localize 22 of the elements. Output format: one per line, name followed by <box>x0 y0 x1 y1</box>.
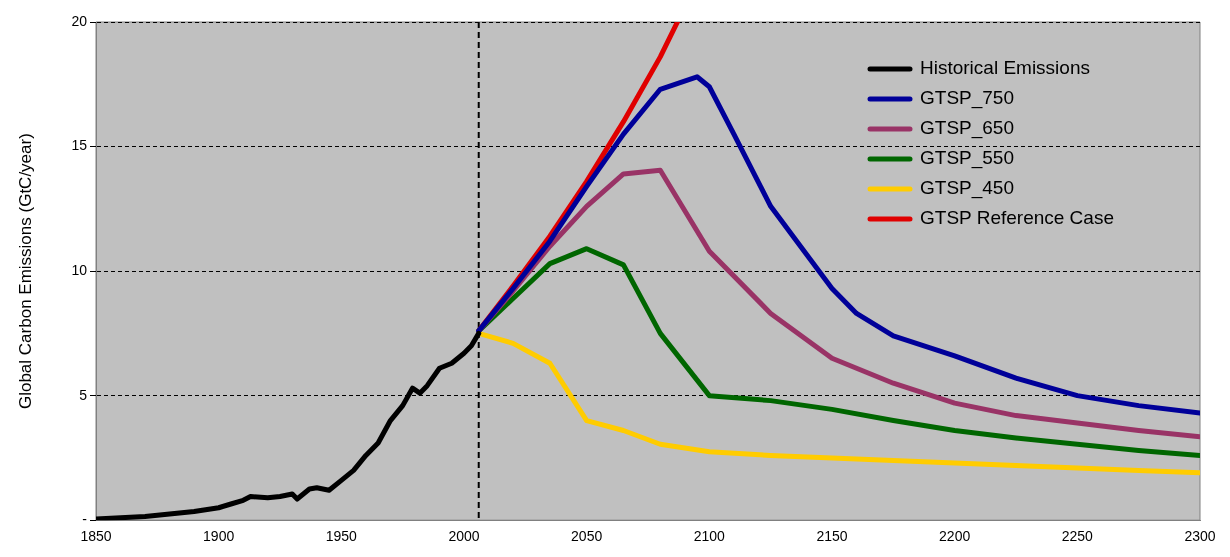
y-tick-label: 10 <box>71 261 88 278</box>
legend-label: GTSP_750 <box>920 87 1014 110</box>
x-tick-label: 2300 <box>1184 528 1216 545</box>
legend-label: GTSP_450 <box>920 177 1014 200</box>
x-tick-label: 1900 <box>203 528 235 545</box>
legend-label: GTSP_550 <box>920 147 1014 170</box>
x-tick-label: 2200 <box>939 528 971 545</box>
x-tick-label: 2150 <box>816 528 848 545</box>
y-tick-label: - <box>82 511 88 528</box>
y-tick-label: 20 <box>71 12 88 29</box>
x-tick-label: 2050 <box>571 528 603 545</box>
legend-label: GTSP Reference Case <box>920 207 1114 229</box>
y-axis-title: Global Carbon Emissions (GtC/year) <box>15 133 35 410</box>
y-tick-label: 5 <box>79 386 88 403</box>
x-tick-label: 1850 <box>80 528 112 545</box>
legend-label: Historical Emissions <box>920 57 1090 79</box>
y-tick-label: 15 <box>71 137 88 154</box>
x-tick-label: 1950 <box>325 528 358 545</box>
x-tick-label: 2000 <box>448 528 480 545</box>
x-tick-label: 2100 <box>693 528 726 545</box>
legend-label: GTSP_650 <box>920 117 1014 140</box>
x-tick-label: 2250 <box>1061 528 1094 545</box>
